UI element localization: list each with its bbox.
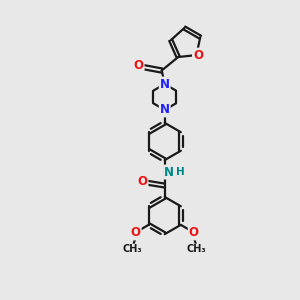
Text: N: N: [164, 166, 174, 178]
Text: O: O: [134, 59, 144, 72]
Text: O: O: [193, 49, 203, 62]
Text: CH₃: CH₃: [187, 244, 206, 254]
Text: O: O: [131, 226, 141, 239]
Text: CH₃: CH₃: [123, 244, 142, 254]
Text: H: H: [176, 167, 185, 177]
Text: O: O: [137, 175, 148, 188]
Text: N: N: [160, 103, 170, 116]
Text: O: O: [189, 226, 199, 239]
Text: N: N: [160, 77, 170, 91]
